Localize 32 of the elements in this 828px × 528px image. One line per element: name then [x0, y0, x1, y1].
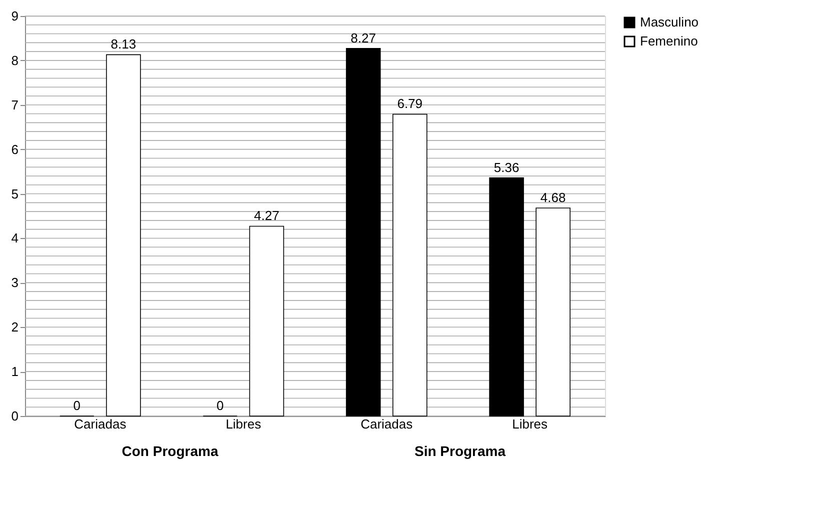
- data-label: 0: [73, 398, 81, 413]
- y-tick-label: 0: [11, 408, 18, 424]
- legend-label: Femenino: [640, 34, 698, 48]
- y-tick-label: 4: [11, 230, 18, 246]
- x-tick-label: Cariadas: [360, 416, 414, 432]
- y-tick-label: 2: [11, 320, 18, 335]
- x-tick-label: Libres: [226, 416, 262, 432]
- y-tick-label: 9: [11, 8, 18, 24]
- bar: [489, 177, 524, 416]
- data-label: 4.68: [540, 190, 566, 205]
- bar: [106, 54, 141, 416]
- data-label: 8.13: [110, 36, 136, 52]
- text: Con Programa: [122, 443, 218, 459]
- y-tick-label: 8: [11, 52, 18, 68]
- y-tick-label: 6: [11, 142, 18, 157]
- data-label: 8.27: [350, 30, 376, 46]
- y-tick-label: 3: [11, 275, 18, 290]
- bar: [536, 208, 570, 416]
- data-label: 0: [216, 398, 224, 413]
- y-tick-label: 7: [11, 97, 18, 112]
- bar: [346, 48, 381, 416]
- legend-label: Masculino: [640, 14, 699, 30]
- data-label: 4.27: [254, 208, 280, 224]
- data-label: 5.36: [494, 160, 520, 175]
- data-label: 6.79: [397, 96, 423, 112]
- y-tick-label: 5: [11, 186, 18, 202]
- x-tick-label: Libres: [512, 416, 548, 432]
- x-tick-label: Cariadas: [74, 416, 127, 432]
- bar: [392, 114, 428, 416]
- y-tick-label: 1: [11, 364, 18, 380]
- bar: [249, 226, 284, 416]
- text: Sin Programa: [414, 443, 506, 459]
